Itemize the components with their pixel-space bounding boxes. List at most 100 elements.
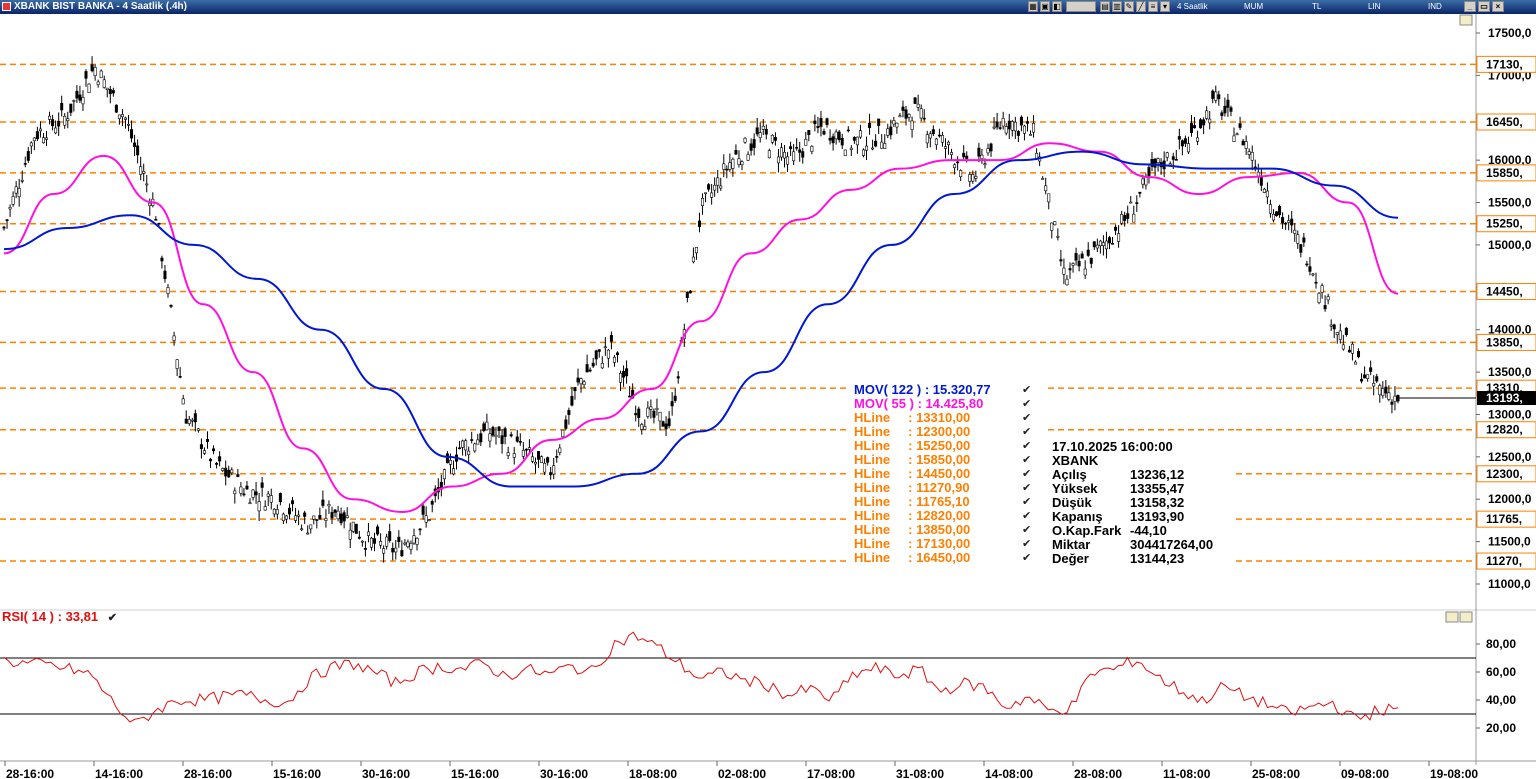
- candle-body: [506, 452, 510, 456]
- candle-body: [369, 537, 373, 548]
- hline-tag: [1476, 333, 1536, 351]
- chart-type-selector[interactable]: MUM: [1244, 2, 1264, 11]
- candle-body: [910, 120, 914, 130]
- legend-check-icon[interactable]: ✔: [1022, 398, 1032, 410]
- candle-body: [5, 219, 9, 222]
- candle-body: [1077, 260, 1081, 267]
- candle-body: [1059, 259, 1063, 262]
- candle-body: [776, 156, 780, 164]
- currency-selector[interactable]: TL: [1312, 2, 1322, 11]
- mov122-line: [3, 150, 1399, 488]
- candle-body: [764, 129, 768, 135]
- price-chart[interactable]: 17500,017000,016500,016000,015500,015000…: [0, 14, 1536, 779]
- candle-body: [950, 152, 954, 155]
- candle-body: [837, 131, 841, 141]
- candle-body: [1199, 119, 1203, 129]
- tool-icon-3[interactable]: ◧: [1052, 1, 1062, 12]
- candle-body: [403, 542, 407, 545]
- legend-check-icon[interactable]: ✔: [1022, 552, 1032, 564]
- candle-body: [1305, 263, 1309, 266]
- period-selector[interactable]: 4 Saatlik: [1177, 2, 1208, 11]
- candle-body: [488, 433, 492, 442]
- candle-body: [1220, 112, 1224, 116]
- candle-body: [740, 161, 744, 166]
- tool-icon-7[interactable]: ▾: [1160, 1, 1170, 12]
- candle-body: [354, 523, 358, 534]
- legend-mov122-value: : 15.320,77: [924, 382, 991, 397]
- mov55-line: [3, 142, 1399, 513]
- candle-body: [676, 376, 680, 379]
- candle-body: [947, 141, 951, 145]
- legend-check-icon[interactable]: ✔: [1022, 426, 1032, 438]
- candle-body: [1335, 332, 1339, 335]
- legend-check-icon[interactable]: ✔: [1022, 482, 1032, 494]
- legend-check-icon[interactable]: ✔: [1022, 468, 1032, 480]
- rsi-tick-label: 20,00: [1486, 721, 1516, 735]
- candle-body: [127, 124, 131, 126]
- tool-icon-6[interactable]: ≡: [1148, 1, 1158, 12]
- candle-body: [221, 468, 225, 471]
- candle-body: [1004, 126, 1008, 134]
- candle-body: [1056, 236, 1060, 238]
- candle-body: [1350, 343, 1354, 354]
- rsi-check-icon[interactable]: ✔: [107, 612, 117, 624]
- tool-icon-5[interactable]: ▥: [1112, 1, 1122, 12]
- indicator-selector[interactable]: IND: [1428, 2, 1442, 11]
- candle-body: [977, 147, 981, 157]
- candle-body: [588, 369, 592, 372]
- candle-body: [1268, 204, 1272, 214]
- candle-body: [227, 469, 231, 478]
- close-icon[interactable]: ×: [1492, 1, 1504, 12]
- scale-selector[interactable]: LIN: [1368, 2, 1381, 11]
- candle-body: [685, 291, 689, 298]
- candle-body: [637, 408, 641, 418]
- minimize-icon[interactable]: _: [1464, 1, 1476, 12]
- candle-body: [1019, 116, 1023, 126]
- candle-body: [366, 531, 370, 536]
- legend-check-icon[interactable]: ✔: [1022, 538, 1032, 550]
- tool-field[interactable]: [1066, 1, 1096, 12]
- tool-icon-2[interactable]: ▣: [1040, 1, 1050, 12]
- candle-body: [846, 129, 850, 132]
- legend-check-icon[interactable]: ✔: [1022, 440, 1032, 452]
- line-icon[interactable]: ╱: [1136, 1, 1146, 12]
- candle-body: [527, 447, 531, 450]
- tool-icon-1[interactable]: ▦: [1028, 1, 1038, 12]
- candle-body: [609, 335, 613, 342]
- candle-body: [1007, 120, 1011, 130]
- candle-body: [704, 192, 708, 195]
- candle-body: [989, 143, 993, 152]
- candle-body: [1299, 244, 1303, 253]
- candle-body: [66, 118, 70, 122]
- legend-hline: HLine: 15250,00: [854, 438, 970, 453]
- candle-body: [795, 147, 799, 149]
- candle-body: [731, 158, 735, 169]
- candle-body: [861, 149, 865, 156]
- candle-body: [612, 357, 616, 363]
- candle-body: [895, 122, 899, 128]
- legend-hline: HLine: 12300,00: [854, 424, 970, 439]
- candle-body: [661, 421, 665, 427]
- hline-tag: [1476, 283, 1536, 301]
- legend-check-icon[interactable]: ✔: [1022, 384, 1032, 396]
- candle-body: [597, 349, 601, 352]
- restore-icon[interactable]: ▭: [1478, 1, 1490, 12]
- legend-check-icon[interactable]: ✔: [1022, 510, 1032, 522]
- candle-body: [992, 126, 996, 129]
- time-tick-label: 15-16:00: [273, 767, 321, 779]
- legend-check-icon[interactable]: ✔: [1022, 496, 1032, 508]
- candle-body: [886, 128, 890, 136]
- candle-body: [406, 541, 410, 547]
- candle-body: [540, 456, 544, 464]
- legend-check-icon[interactable]: ✔: [1022, 524, 1032, 536]
- draw-icon[interactable]: ✎: [1124, 1, 1134, 12]
- legend-hline-value: : 12300,00: [908, 424, 971, 439]
- candle-body: [792, 151, 796, 162]
- tool-icon-4[interactable]: ▤: [1100, 1, 1110, 12]
- candle-body: [625, 368, 629, 377]
- hline-tag: [1476, 510, 1536, 528]
- legend-check-icon[interactable]: ✔: [1022, 454, 1032, 466]
- candle-body: [1384, 386, 1388, 394]
- legend-check-icon[interactable]: ✔: [1022, 412, 1032, 424]
- candle-body: [1138, 191, 1142, 194]
